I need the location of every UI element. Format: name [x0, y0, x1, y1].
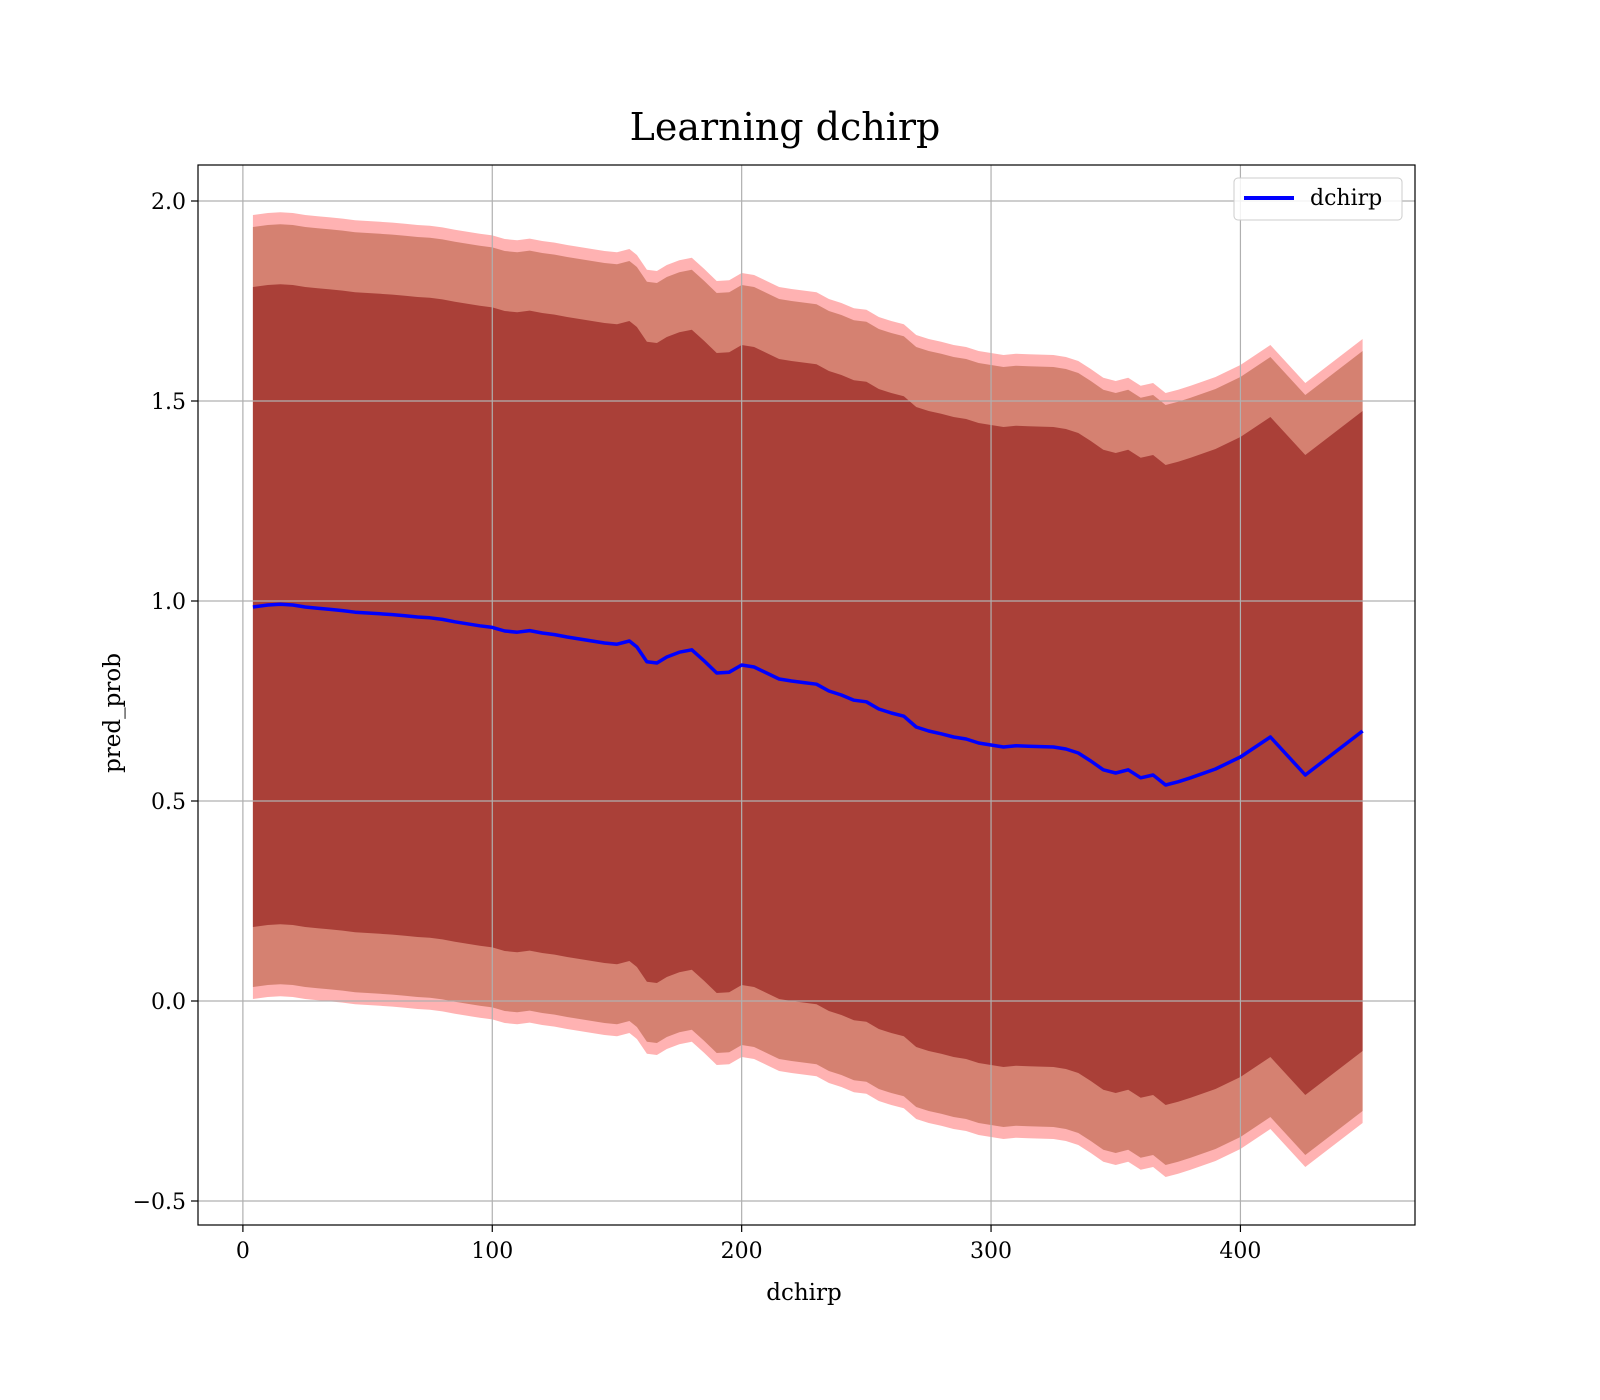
x-axis-label: dchirp	[766, 1280, 842, 1306]
y-tick-label: −0.5	[133, 1190, 186, 1215]
y-tick-label: 0.5	[151, 790, 186, 815]
plot-frame	[197, 164, 1416, 1226]
x-tick-label: 200	[721, 1239, 763, 1264]
y-tick-label: 1.5	[151, 390, 186, 415]
y-tick-label: 0.0	[151, 990, 186, 1015]
x-tick-label: 100	[471, 1239, 513, 1264]
x-tick-label: 400	[1219, 1239, 1261, 1264]
y-tick-label: 2.0	[151, 190, 186, 215]
band-group	[252, 212, 1363, 1177]
legend-entry-dchirp: dchirp	[1310, 186, 1382, 211]
series-line-dchirp	[252, 602, 1364, 787]
band-inner	[252, 284, 1363, 1105]
x-axis-ticks: 0 100 200 300 400	[236, 1225, 1261, 1264]
x-tick-label: 0	[236, 1239, 250, 1264]
y-axis-ticks: −0.5 0.0 0.5 1.0 1.5 2.0	[133, 190, 198, 1215]
grid	[198, 165, 1415, 1225]
y-tick-label: 1.0	[151, 590, 186, 615]
legend-box	[1233, 177, 1403, 221]
chart-title: Learning dchirp	[630, 105, 941, 149]
series-line-layer	[252, 602, 1364, 787]
legend: dchirp	[1233, 177, 1403, 221]
x-tick-label: 300	[970, 1239, 1012, 1264]
y-axis-label: pred_prob	[100, 653, 126, 773]
